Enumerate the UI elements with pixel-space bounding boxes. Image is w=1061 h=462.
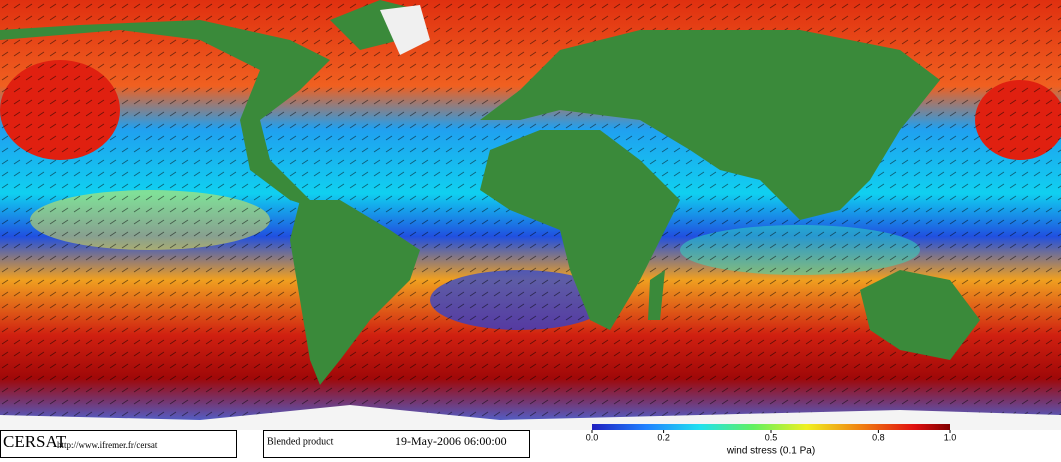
product-box — [263, 430, 530, 458]
colorbar — [592, 424, 950, 430]
logo-box — [0, 430, 237, 458]
logo: CERSAT — [3, 432, 67, 451]
colorbar-tick-label: 0.5 — [765, 432, 778, 442]
date: 19-May-2006 06:00:00 — [395, 434, 507, 448]
colorbar-label: wind stress (0.1 Pa) — [726, 446, 815, 457]
antarctica — [0, 405, 1061, 430]
greenland — [380, 5, 430, 55]
product: Blended product — [267, 436, 334, 447]
colorbar-tick-label: 0.2 — [657, 432, 670, 442]
colorbar-tick-label: 0.8 — [872, 432, 885, 442]
land — [0, 0, 980, 385]
map-layer — [0, 0, 1061, 430]
colorbar-tick-label: 1.0 — [944, 432, 957, 442]
colorbar-tick-label: 0.0 — [586, 432, 599, 442]
url: http://www.ifremer.fr/cersat — [57, 440, 158, 450]
